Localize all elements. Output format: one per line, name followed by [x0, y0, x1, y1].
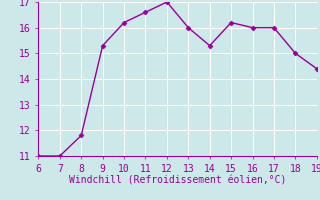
X-axis label: Windchill (Refroidissement éolien,°C): Windchill (Refroidissement éolien,°C)	[69, 175, 286, 185]
